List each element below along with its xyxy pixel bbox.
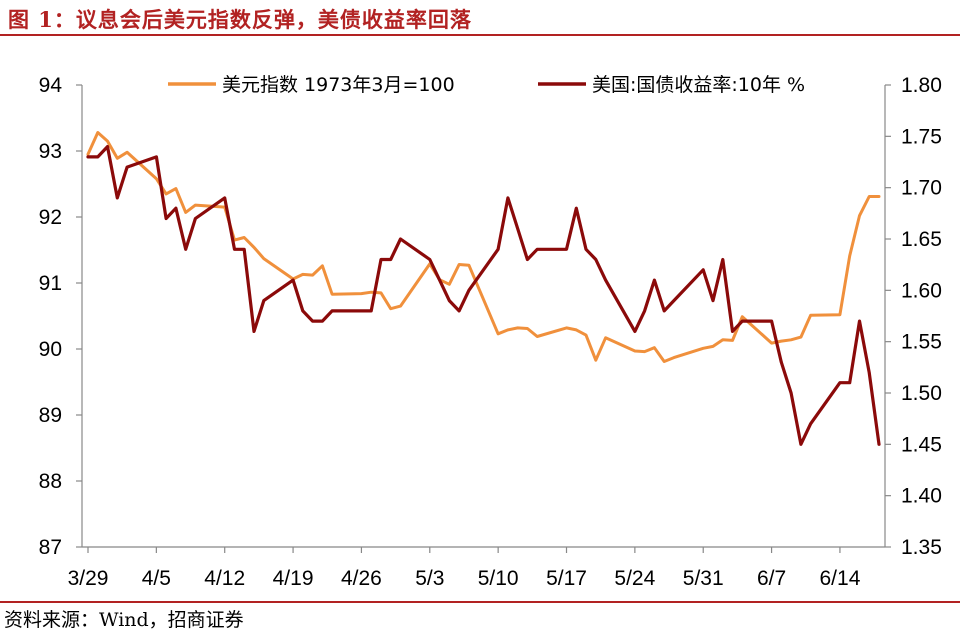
legend-label-treasury-yield: 美国:国债收益率:10年 %: [592, 74, 805, 96]
x-tick-label: 6/7: [757, 567, 786, 590]
y-right-tick-label: 1.40: [901, 485, 942, 508]
x-tick-label: 4/5: [142, 567, 171, 590]
y-left-tick-label: 94: [39, 74, 63, 97]
y-right-tick-label: 1.70: [901, 177, 942, 200]
x-tick-label: 5/24: [614, 567, 655, 590]
y-left-tick-label: 93: [39, 140, 62, 163]
y-left-tick-label: 87: [39, 536, 62, 559]
y-right-tick-label: 1.60: [901, 279, 942, 302]
legend-label-usd-index: 美元指数 1973年3月=100: [222, 74, 455, 96]
x-tick-label: 6/14: [820, 567, 861, 590]
treasury-yield-line: [86, 145, 881, 446]
y-left-tick-label: 89: [39, 404, 62, 427]
x-tick-label: 5/17: [546, 567, 587, 590]
x-tick-label: 5/31: [683, 567, 724, 590]
y-right-tick-label: 1.65: [901, 228, 942, 251]
y-right-tick-label: 1.45: [901, 433, 942, 456]
y-right-tick-label: 1.55: [901, 331, 942, 354]
axes: 87 88 89 90 91 92 93 94 1.35 1.40 1.45 1.50 1.55 1.60…: [39, 74, 942, 590]
x-tick-label: 4/19: [273, 567, 314, 590]
source-divider: [0, 601, 960, 603]
chart-title: 图 1：议息会后美元指数反弹，美债收益率回落: [8, 7, 472, 32]
y-right-tick-label: 1.35: [901, 536, 942, 559]
dual-axis-line-chart: 87 88 89 90 91 92 93 94 1.35 1.40 1.45 1.50 1.55 1.60…: [39, 74, 942, 590]
y-left-tick-label: 91: [39, 272, 62, 295]
series-lines: [86, 131, 881, 446]
x-tick-label: 5/3: [415, 567, 444, 590]
legend: 美元指数 1973年3月=100 美国:国债收益率:10年 %: [168, 74, 805, 96]
y-left-tick-label: 90: [39, 338, 62, 361]
x-tick-label: 4/12: [204, 567, 245, 590]
y-left-tick-label: 92: [39, 206, 62, 229]
usd-index-line: [86, 131, 881, 363]
source-note: 资料来源：Wind，招商证券: [4, 609, 244, 631]
title-divider: [0, 34, 960, 36]
y-right-tick-label: 1.75: [901, 125, 942, 148]
y-right-tick-label: 1.80: [901, 74, 942, 97]
x-tick-label: 4/26: [341, 567, 382, 590]
x-tick-label: 5/10: [478, 567, 519, 590]
y-right-tick-label: 1.50: [901, 382, 942, 405]
x-tick-label: 3/29: [68, 567, 109, 590]
y-left-tick-label: 88: [39, 470, 62, 493]
